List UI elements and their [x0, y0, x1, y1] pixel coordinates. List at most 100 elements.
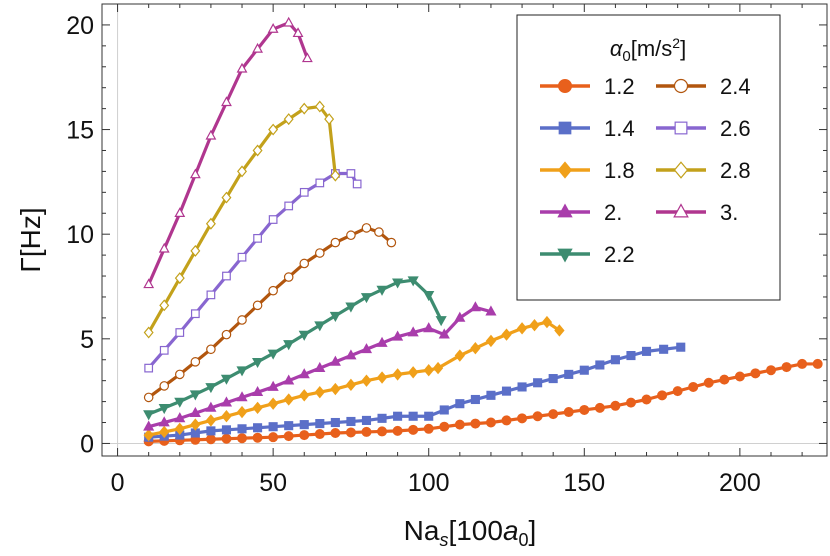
data-point	[252, 401, 263, 415]
data-point	[299, 389, 310, 402]
series-line	[147, 171, 359, 370]
data-point	[439, 421, 450, 432]
data-point	[159, 381, 170, 391]
data-point	[220, 396, 233, 407]
data-point	[625, 397, 636, 408]
data-point	[329, 355, 341, 366]
data-point	[299, 102, 310, 115]
series-2	[143, 301, 497, 431]
series-2-4	[143, 223, 397, 403]
data-point	[267, 380, 279, 391]
data-point	[221, 96, 232, 107]
data-point	[454, 419, 465, 430]
data-point	[501, 386, 512, 396]
data-point	[548, 409, 559, 420]
data-point	[374, 227, 384, 237]
data-point	[345, 378, 357, 392]
data-point	[222, 271, 231, 281]
data-point	[298, 330, 310, 341]
data-point	[345, 427, 356, 438]
legend-label: 1.4	[604, 116, 635, 141]
data-point	[237, 433, 248, 444]
data-point	[376, 285, 388, 296]
data-point	[529, 319, 540, 332]
data-point	[407, 326, 419, 337]
data-point	[299, 420, 309, 430]
data-point	[143, 278, 155, 289]
data-point	[190, 309, 200, 319]
legend-label: 2.2	[604, 242, 635, 267]
legend-items: 1.2 1.4 1.8 2. 2.2 2.4 2.6 2.8 3.	[540, 74, 751, 267]
legend-label: 1.8	[604, 158, 635, 183]
data-point	[641, 394, 652, 405]
data-point	[268, 215, 278, 224]
data-point	[205, 383, 217, 394]
data-point	[548, 374, 558, 384]
data-point	[236, 405, 248, 419]
x-axis-label: Nas[100a0]	[404, 515, 537, 550]
data-point	[424, 411, 434, 421]
x-axis-label-bracket-close: ]	[529, 515, 537, 546]
data-point	[797, 358, 808, 369]
legend-item-2-8: 2.8	[656, 158, 751, 183]
data-point	[268, 123, 279, 136]
data-point	[563, 407, 574, 418]
y-tick-label: 20	[66, 12, 94, 40]
data-point	[205, 217, 216, 230]
data-point	[237, 315, 247, 325]
data-point	[501, 328, 512, 341]
data-point	[392, 278, 404, 289]
legend-box	[516, 14, 781, 301]
data-point	[268, 285, 278, 296]
data-point	[485, 305, 497, 316]
data-point	[703, 377, 714, 388]
x-axis-label-bracket-open: [100	[448, 515, 503, 546]
series-2-2	[143, 276, 447, 421]
data-point	[469, 301, 481, 312]
data-point	[676, 342, 686, 352]
data-point	[268, 432, 279, 443]
zero-gridlines	[102, 4, 827, 456]
legend-marker	[557, 248, 573, 263]
data-point	[533, 378, 543, 388]
data-point	[423, 290, 435, 302]
data-point	[221, 410, 232, 423]
data-point	[315, 178, 325, 188]
data-point	[174, 369, 185, 380]
data-point	[190, 357, 201, 367]
legend-item-2-6: 2.6	[656, 116, 751, 141]
y-tick-label: 15	[66, 117, 94, 145]
y-tick-label: 0	[80, 430, 94, 458]
legend-label: 2.6	[720, 116, 751, 141]
data-point	[454, 349, 465, 362]
legend-title-unit: [m/s	[631, 36, 673, 61]
data-point	[301, 52, 313, 63]
data-point	[470, 418, 481, 429]
data-point	[143, 420, 155, 431]
data-point	[376, 336, 388, 347]
legend-marker	[558, 79, 572, 93]
legend-item-2-2: 2.2	[540, 242, 635, 267]
data-point	[361, 374, 372, 387]
x-tick-label: 0	[111, 469, 125, 497]
data-point	[455, 399, 465, 409]
data-point	[423, 423, 434, 434]
legend-label: 1.2	[604, 74, 635, 99]
data-point	[517, 413, 528, 424]
data-point	[532, 411, 543, 422]
legend-label: 3.	[720, 200, 738, 225]
data-point	[292, 27, 304, 38]
data-point	[470, 342, 481, 355]
data-point	[516, 322, 528, 335]
data-point	[205, 434, 216, 445]
data-point	[346, 230, 356, 241]
data-point	[392, 425, 403, 436]
data-point	[393, 411, 403, 421]
data-point	[345, 349, 357, 360]
data-point	[386, 237, 397, 248]
data-point	[541, 315, 553, 329]
data-point	[352, 179, 362, 189]
data-point	[159, 345, 169, 355]
x-axis-label-sub: s	[439, 530, 448, 550]
data-point	[158, 403, 170, 415]
